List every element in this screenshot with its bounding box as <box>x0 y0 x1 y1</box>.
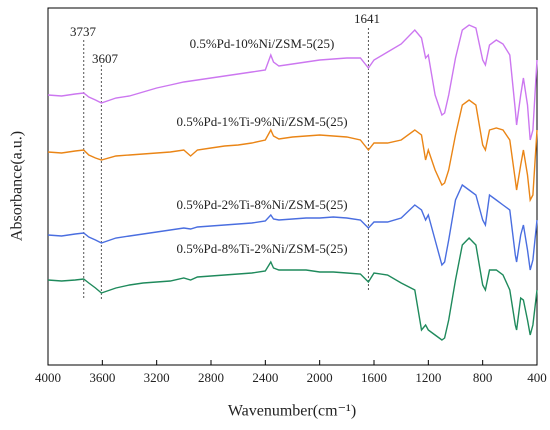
spectrum-line <box>47 99 538 203</box>
x-tick-label: 1600 <box>361 370 387 385</box>
x-tick-label: 2000 <box>307 370 333 385</box>
x-tick-label: 800 <box>473 370 493 385</box>
x-tick-label: 3200 <box>144 370 170 385</box>
reference-label: 1641 <box>354 11 380 26</box>
y-axis-label: Absorbance(a.u.) <box>9 131 26 241</box>
x-tick-label: 4000 <box>35 370 61 385</box>
plot-frame <box>47 7 538 366</box>
spectrum-line <box>47 24 538 141</box>
series-label: 0.5%Pd-1%Ti-9%Ni/ZSM-5(25) <box>176 114 347 129</box>
series-label: 0.5%Pd-2%Ti-8%Ni/ZSM-5(25) <box>176 197 347 212</box>
reference-label: 3607 <box>92 51 119 66</box>
x-tick-label: 2800 <box>198 370 224 385</box>
x-tick-label: 400 <box>527 370 547 385</box>
series-label: 0.5%Pd-10%Ni/ZSM-5(25) <box>190 36 335 51</box>
x-tick-label: 3600 <box>89 370 115 385</box>
x-tick-label: 2400 <box>252 370 278 385</box>
x-axis-label: Wavenumber(cm⁻¹) <box>228 403 356 420</box>
series-label: 0.5%Pd-8%Ti-2%Ni/ZSM-5(25) <box>176 241 347 256</box>
spectrum-line <box>47 183 538 271</box>
x-tick-label: 1200 <box>415 370 441 385</box>
spectrum-line <box>47 236 538 341</box>
reference-label: 3737 <box>70 24 97 39</box>
